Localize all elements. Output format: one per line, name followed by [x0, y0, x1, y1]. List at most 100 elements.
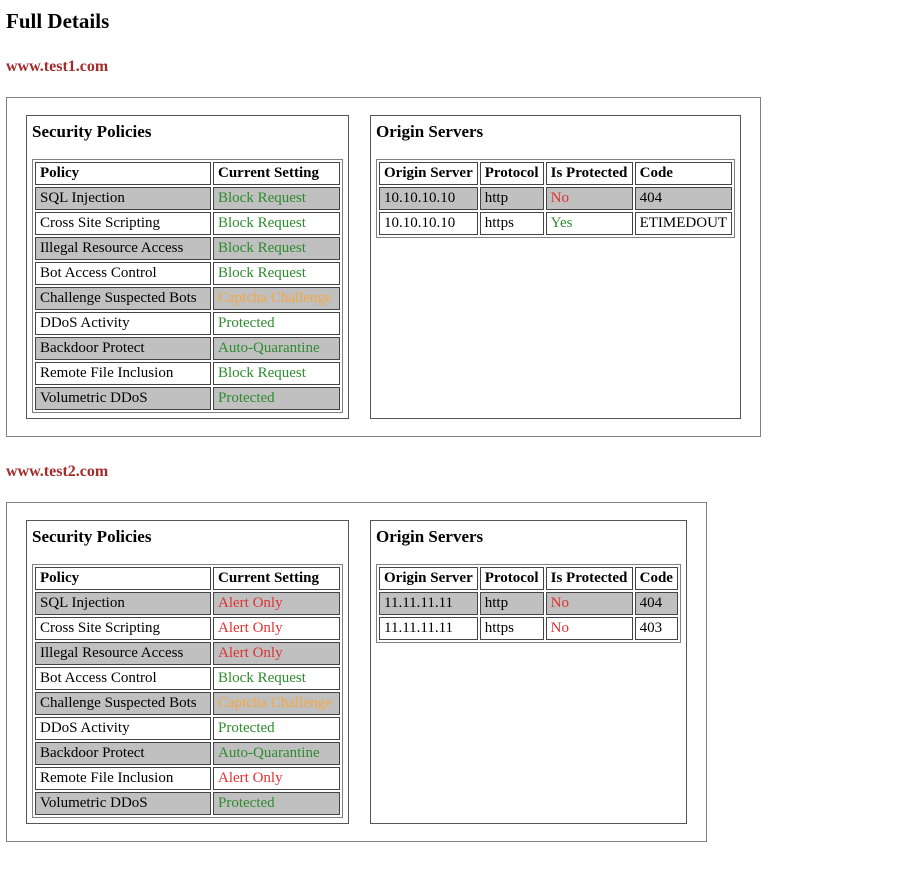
policy-row: Volumetric DDoS Protected [35, 792, 340, 815]
policy-setting-cell: Auto-Quarantine [213, 337, 340, 360]
policy-name-cell: SQL Injection [35, 187, 211, 210]
column-header-current-setting: Current Setting [213, 162, 340, 185]
code-cell: 403 [634, 617, 678, 640]
origin-server-row: 10.10.10.10 http No 404 [379, 187, 733, 210]
policy-name-cell: Bot Access Control [35, 262, 211, 285]
policy-row: DDoS Activity Protected [35, 312, 340, 335]
policy-row: Remote File Inclusion Alert Only [35, 767, 340, 790]
is-protected-cell: No [545, 187, 633, 210]
column-header-is-protected: Is Protected [545, 567, 633, 590]
policy-setting-cell: Alert Only [213, 617, 340, 640]
report-body: www.test1.com Security Policies Policy C… [6, 58, 892, 842]
policy-name-cell: DDoS Activity [35, 717, 211, 740]
site-section: www.test2.com Security Policies Policy C… [6, 463, 892, 842]
policy-row: Backdoor Protect Auto-Quarantine [35, 742, 340, 765]
policy-setting-cell: Alert Only [213, 642, 340, 665]
code-cell: ETIMEDOUT [634, 212, 733, 235]
security-policies-table: Policy Current Setting SQL Injection Bloc… [32, 159, 343, 413]
policy-setting-cell: Block Request [213, 362, 340, 385]
policy-name-cell: SQL Injection [35, 592, 211, 615]
column-header-current-setting: Current Setting [213, 567, 340, 590]
policy-row: SQL Injection Alert Only [35, 592, 340, 615]
origin-server-row: 10.10.10.10 https Yes ETIMEDOUT [379, 212, 733, 235]
policy-name-cell: Remote File Inclusion [35, 362, 211, 385]
policy-setting-cell: Protected [213, 792, 340, 815]
policy-setting-cell: Block Request [213, 237, 340, 260]
policy-name-cell: Challenge Suspected Bots [35, 287, 211, 310]
policy-name-cell: DDoS Activity [35, 312, 211, 335]
protocol-cell: https [479, 212, 544, 235]
origin-header-row: Origin Server Protocol Is Protected Code [379, 567, 678, 590]
policy-name-cell: Remote File Inclusion [35, 767, 211, 790]
policy-setting-cell: Alert Only [213, 592, 340, 615]
policy-row: Bot Access Control Block Request [35, 667, 340, 690]
policy-row: SQL Injection Block Request [35, 187, 340, 210]
origin-server-row: 11.11.11.11 http No 404 [379, 592, 678, 615]
origin-servers-title: Origin Servers [376, 527, 484, 546]
is-protected-cell: No [545, 617, 633, 640]
security-policies-table: Policy Current Setting SQL Injection Aler… [32, 564, 343, 818]
column-header-protocol: Protocol [479, 162, 544, 185]
column-header-protocol: Protocol [479, 567, 544, 590]
security-policies-title: Security Policies [32, 527, 152, 546]
origin-server-cell: 10.10.10.10 [379, 187, 478, 210]
policy-setting-cell: Block Request [213, 262, 340, 285]
policy-setting-cell: Alert Only [213, 767, 340, 790]
column-header-code: Code [634, 567, 678, 590]
policy-row: Volumetric DDoS Protected [35, 387, 340, 410]
policy-row: Remote File Inclusion Block Request [35, 362, 340, 385]
policy-row: Backdoor Protect Auto-Quarantine [35, 337, 340, 360]
is-protected-cell: No [545, 592, 633, 615]
policy-name-cell: Bot Access Control [35, 667, 211, 690]
protocol-cell: https [479, 617, 544, 640]
policy-name-cell: Cross Site Scripting [35, 212, 211, 235]
policy-row: Bot Access Control Block Request [35, 262, 340, 285]
policy-row: DDoS Activity Protected [35, 717, 340, 740]
origin-servers-table: Origin Server Protocol Is Protected Code… [376, 564, 681, 643]
policy-setting-cell: Block Request [213, 667, 340, 690]
page-title: Full Details [6, 9, 110, 33]
origin-header-row: Origin Server Protocol Is Protected Code [379, 162, 733, 185]
policy-name-cell: Volumetric DDoS [35, 387, 211, 410]
site-container: Security Policies Policy Current Setting… [6, 502, 707, 842]
policy-name-cell: Illegal Resource Access [35, 237, 211, 260]
column-header-is-protected: Is Protected [545, 162, 633, 185]
policy-row: Challenge Suspected Bots Captcha Challeng… [35, 287, 340, 310]
site-section: www.test1.com Security Policies Policy C… [6, 58, 892, 437]
policy-name-cell: Challenge Suspected Bots [35, 692, 211, 715]
policy-setting-cell: Protected [213, 717, 340, 740]
policy-setting-cell: Auto-Quarantine [213, 742, 340, 765]
protocol-cell: http [479, 187, 544, 210]
policy-name-cell: Backdoor Protect [35, 742, 211, 765]
policy-setting-cell: Block Request [213, 212, 340, 235]
security-policies-title: Security Policies [32, 122, 152, 141]
column-header-origin-server: Origin Server [379, 162, 478, 185]
column-header-policy: Policy [35, 162, 211, 185]
column-header-code: Code [634, 162, 733, 185]
origin-server-row: 11.11.11.11 https No 403 [379, 617, 678, 640]
code-cell: 404 [634, 592, 678, 615]
site-container: Security Policies Policy Current Setting… [6, 97, 762, 437]
site-name: www.test2.com [6, 463, 109, 480]
origin-servers-panel: Origin Servers Origin Server Protocol Is… [370, 520, 687, 824]
policy-row: Cross Site Scripting Block Request [35, 212, 340, 235]
security-header-row: Policy Current Setting [35, 162, 340, 185]
security-header-row: Policy Current Setting [35, 567, 340, 590]
origin-server-cell: 10.10.10.10 [379, 212, 478, 235]
policy-row: Illegal Resource Access Block Request [35, 237, 340, 260]
policy-setting-cell: Captcha Challenge [213, 692, 340, 715]
policy-name-cell: Volumetric DDoS [35, 792, 211, 815]
policy-setting-cell: Protected [213, 387, 340, 410]
policy-setting-cell: Block Request [213, 187, 340, 210]
policy-setting-cell: Protected [213, 312, 340, 335]
column-header-policy: Policy [35, 567, 211, 590]
origin-servers-table: Origin Server Protocol Is Protected Code… [376, 159, 736, 238]
origin-servers-panel: Origin Servers Origin Server Protocol Is… [370, 115, 742, 419]
protocol-cell: http [479, 592, 544, 615]
policy-name-cell: Backdoor Protect [35, 337, 211, 360]
policy-row: Cross Site Scripting Alert Only [35, 617, 340, 640]
policy-row: Challenge Suspected Bots Captcha Challeng… [35, 692, 340, 715]
site-name: www.test1.com [6, 58, 109, 75]
column-header-origin-server: Origin Server [379, 567, 478, 590]
origin-servers-title: Origin Servers [376, 122, 484, 141]
